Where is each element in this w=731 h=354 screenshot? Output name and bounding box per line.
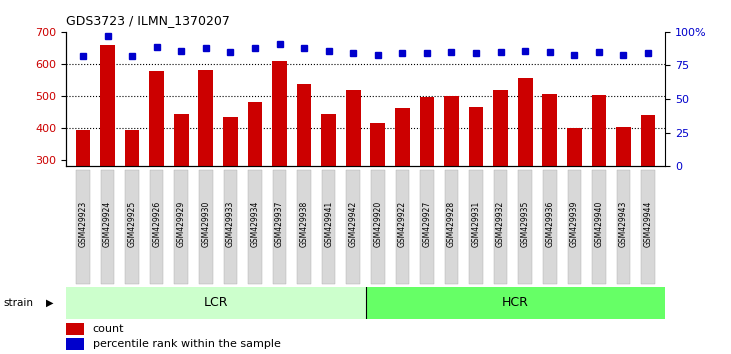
Text: GSM429937: GSM429937 [275, 201, 284, 247]
Text: GSM429928: GSM429928 [447, 201, 456, 247]
Text: GDS3723 / ILMN_1370207: GDS3723 / ILMN_1370207 [66, 14, 230, 27]
Bar [640, 115, 656, 166]
FancyBboxPatch shape [444, 170, 458, 284]
Text: GSM429934: GSM429934 [251, 201, 260, 247]
Text: GSM429927: GSM429927 [423, 201, 431, 247]
Text: GSM429942: GSM429942 [349, 201, 357, 247]
Bar [66, 323, 84, 335]
FancyBboxPatch shape [543, 170, 556, 284]
Text: GSM429939: GSM429939 [569, 201, 579, 247]
FancyBboxPatch shape [322, 170, 336, 284]
FancyBboxPatch shape [366, 287, 665, 319]
Bar [469, 107, 483, 166]
FancyBboxPatch shape [420, 170, 433, 284]
FancyBboxPatch shape [494, 170, 507, 284]
FancyBboxPatch shape [469, 170, 482, 284]
Bar [518, 78, 533, 166]
Text: GSM429923: GSM429923 [78, 201, 88, 247]
FancyBboxPatch shape [76, 170, 90, 284]
Bar [100, 45, 115, 166]
Text: percentile rank within the sample: percentile rank within the sample [93, 339, 281, 349]
Text: GSM429930: GSM429930 [201, 201, 211, 247]
Text: GSM429940: GSM429940 [594, 201, 603, 247]
Bar [149, 71, 164, 166]
FancyBboxPatch shape [617, 170, 630, 284]
FancyBboxPatch shape [101, 170, 114, 284]
Text: GSM429944: GSM429944 [643, 201, 653, 247]
Text: GSM429941: GSM429941 [324, 201, 333, 247]
FancyBboxPatch shape [175, 170, 188, 284]
FancyBboxPatch shape [224, 170, 237, 284]
Bar [371, 123, 385, 166]
Text: GSM429924: GSM429924 [103, 201, 112, 247]
Bar [198, 70, 213, 166]
FancyBboxPatch shape [199, 170, 213, 284]
Bar [125, 130, 140, 166]
FancyBboxPatch shape [371, 170, 385, 284]
Bar [444, 96, 459, 166]
Text: GSM429932: GSM429932 [496, 201, 505, 247]
FancyBboxPatch shape [298, 170, 311, 284]
Text: GSM429935: GSM429935 [520, 201, 530, 247]
Text: LCR: LCR [203, 296, 228, 309]
Bar [493, 90, 508, 166]
FancyBboxPatch shape [641, 170, 655, 284]
Text: HCR: HCR [502, 296, 529, 309]
FancyBboxPatch shape [150, 170, 164, 284]
FancyBboxPatch shape [567, 170, 581, 284]
Bar [322, 114, 336, 166]
Text: GSM429929: GSM429929 [177, 201, 186, 247]
Bar [248, 102, 262, 166]
Text: GSM429922: GSM429922 [398, 201, 407, 247]
FancyBboxPatch shape [518, 170, 532, 284]
FancyBboxPatch shape [249, 170, 262, 284]
Text: GSM429920: GSM429920 [374, 201, 382, 247]
Text: count: count [93, 324, 124, 334]
Bar [567, 128, 582, 166]
FancyBboxPatch shape [66, 287, 366, 319]
FancyBboxPatch shape [592, 170, 606, 284]
Bar [66, 338, 84, 350]
Text: GSM429938: GSM429938 [300, 201, 308, 247]
Bar [174, 114, 189, 166]
Text: GSM429943: GSM429943 [619, 201, 628, 247]
Bar [346, 90, 360, 166]
Text: GSM429933: GSM429933 [226, 201, 235, 247]
FancyBboxPatch shape [395, 170, 409, 284]
Bar [272, 61, 287, 166]
Text: ▶: ▶ [46, 298, 53, 308]
Bar [616, 127, 631, 166]
Bar [591, 95, 606, 166]
Bar [223, 117, 238, 166]
Bar [542, 94, 557, 166]
Text: GSM429925: GSM429925 [128, 201, 137, 247]
Text: strain: strain [4, 298, 34, 308]
Bar [297, 84, 311, 166]
Bar [420, 97, 434, 166]
FancyBboxPatch shape [125, 170, 139, 284]
FancyBboxPatch shape [346, 170, 360, 284]
Bar [395, 108, 409, 166]
Text: GSM429931: GSM429931 [471, 201, 480, 247]
Text: GSM429926: GSM429926 [152, 201, 162, 247]
Bar [75, 130, 91, 166]
Text: GSM429936: GSM429936 [545, 201, 554, 247]
FancyBboxPatch shape [273, 170, 287, 284]
